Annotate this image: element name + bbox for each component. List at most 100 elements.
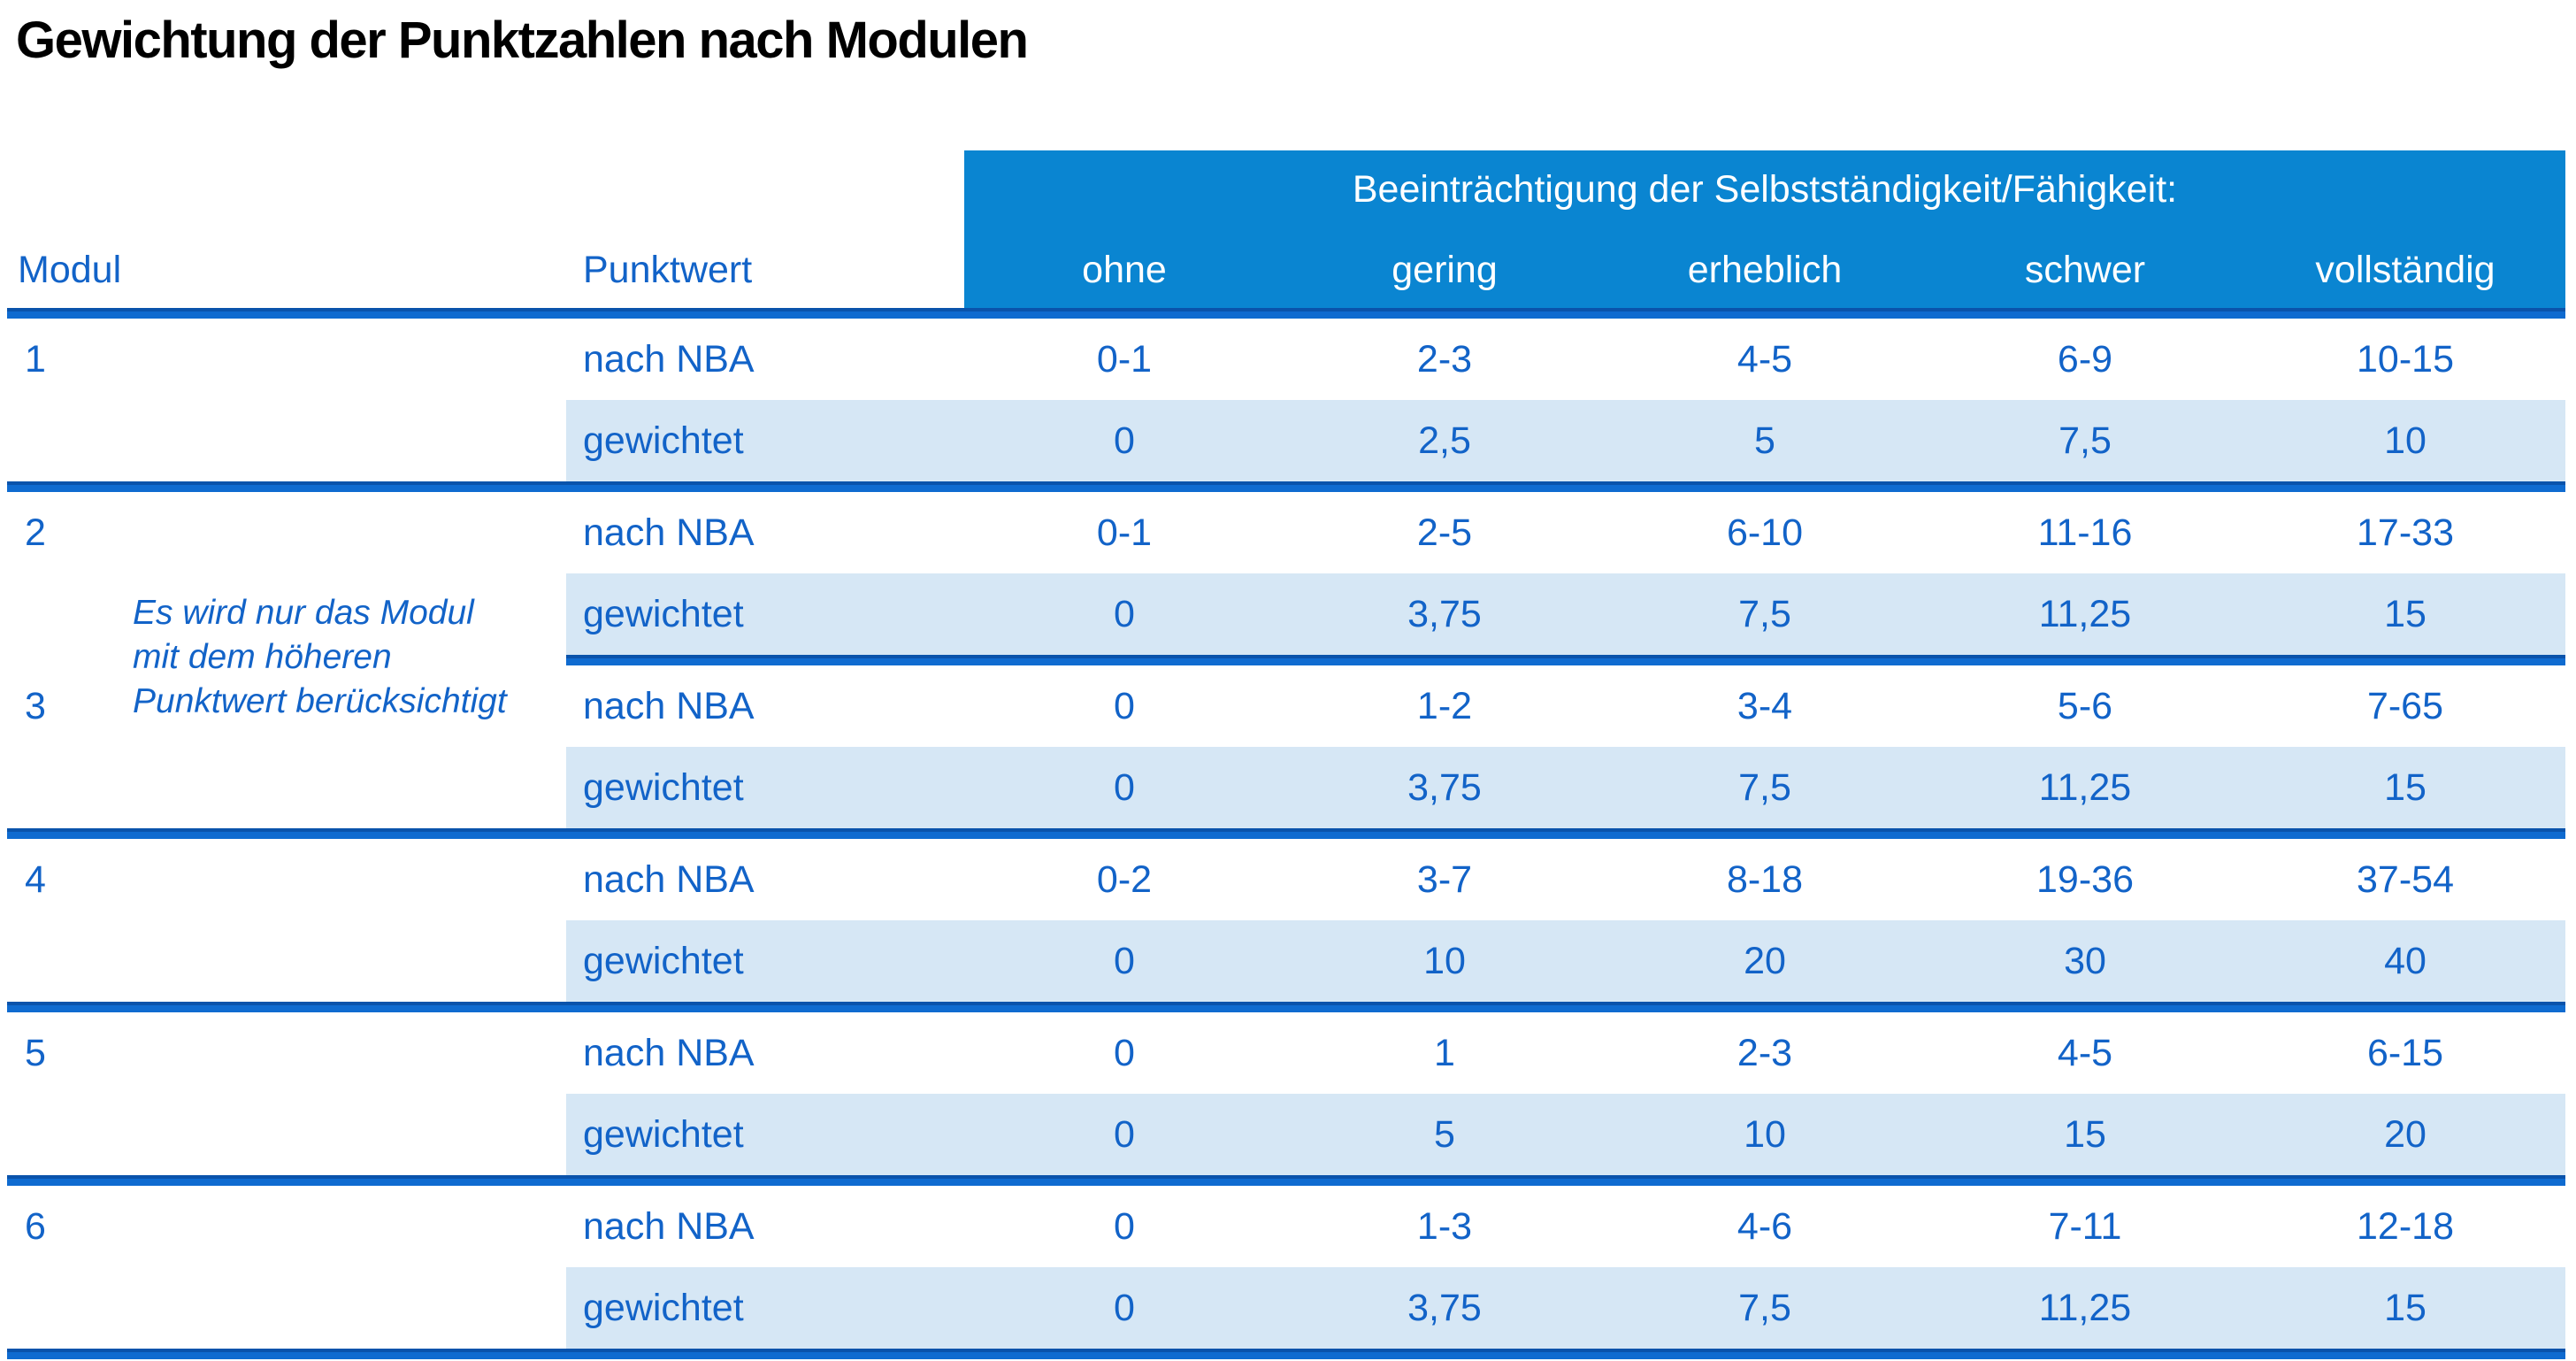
column-header-modul: Modul	[18, 249, 122, 291]
value-cell: 3,75	[1284, 1267, 1605, 1349]
table-row-m4-nba: 4 nach NBA 0-2 3-7 8-18 19-36 37-54	[7, 839, 2565, 920]
value-cell: 0-1	[1096, 511, 1153, 554]
value-cell: 10	[1284, 920, 1605, 1002]
value-cell: 15	[2245, 573, 2565, 655]
value-cell: 11,25	[1925, 573, 2245, 655]
column-header-schwer: schwer	[1925, 228, 2245, 308]
module-id: 4	[25, 857, 46, 901]
partial-separator-rule	[566, 655, 2565, 665]
module-id: 1	[25, 337, 46, 381]
value-cell: 5	[1605, 400, 1925, 481]
note-line: mit dem höheren	[133, 638, 392, 676]
module-id-empty	[7, 1267, 566, 1349]
row-label-nba: nach NBA	[583, 684, 755, 727]
value-cell: 0	[964, 920, 1284, 1002]
row-label-weighted: gewichtet	[566, 920, 964, 1002]
column-header-ohne: ohne	[964, 228, 1284, 308]
value-cell: 5	[1284, 1094, 1605, 1175]
group-separator-rule	[7, 828, 2565, 839]
value-cell: 15	[2245, 1267, 2565, 1349]
column-header-gering: gering	[1284, 228, 1605, 308]
value-cell: 6-10	[1726, 511, 1804, 554]
value-cell: 3,75	[1284, 573, 1605, 655]
module-id: 5	[25, 1031, 46, 1074]
value-cell: 11,25	[1925, 747, 2245, 828]
value-cell: 10	[2245, 400, 2565, 481]
value-cell: 11,25	[1925, 1267, 2245, 1349]
row-label-nba: nach NBA	[583, 511, 755, 554]
group-separator-rule	[7, 1175, 2565, 1186]
group-separator-rule	[7, 1002, 2565, 1012]
module-id: 6	[25, 1204, 46, 1248]
row-label-nba: nach NBA	[583, 1031, 755, 1074]
table-header: Beeinträchtigung der Selbstständigkeit/F…	[7, 150, 2565, 308]
row-label-weighted: gewichtet	[566, 400, 964, 481]
value-cell: 0	[964, 400, 1284, 481]
row-label-nba: nach NBA	[583, 337, 755, 381]
module-group-2-3: 2 nach NBA 0-1 2-5 6-10 11-16 17-33 gewi…	[7, 492, 2565, 828]
value-cell: 20	[1605, 920, 1925, 1002]
table-row-m3-weighted: gewichtet 0 3,75 7,5 11,25 15	[7, 747, 2565, 828]
row-label-weighted: gewichtet	[566, 573, 964, 655]
module-id: 2	[25, 511, 46, 554]
module-2-3-note: Es wird nur das Modul mit dem höheren Pu…	[133, 591, 507, 724]
value-cell: 20	[2245, 1094, 2565, 1175]
value-cell: 0-2	[1096, 857, 1153, 901]
value-cell: 30	[1925, 920, 2245, 1002]
value-cell: 0	[964, 1094, 1284, 1175]
row-label-weighted: gewichtet	[566, 1094, 964, 1175]
value-cell: 5-6	[2057, 684, 2113, 727]
value-cell: 0-1	[1096, 337, 1153, 381]
value-cell: 0	[1114, 1031, 1135, 1074]
value-cell: 0	[964, 747, 1284, 828]
module-group-6: 6 nach NBA 0 1-3 4-6 7-11 12-18 gewichte…	[7, 1186, 2565, 1349]
table-row-m3-nba: 3 nach NBA 0 1-2 3-4 5-6 7-65	[7, 665, 2565, 747]
value-cell: 7-11	[2048, 1204, 2122, 1248]
module-group-5: 5 nach NBA 0 1 2-3 4-5 6-15 gewichtet 0 …	[7, 1012, 2565, 1175]
row-label-weighted: gewichtet	[566, 747, 964, 828]
table-row-m4-weighted: gewichtet 0 10 20 30 40	[7, 920, 2565, 1002]
row-label-nba: nach NBA	[583, 1204, 755, 1248]
table-row-m1-weighted: gewichtet 0 2,5 5 7,5 10	[7, 400, 2565, 481]
value-cell: 6-9	[2057, 337, 2113, 381]
value-cell: 2-3	[1416, 337, 1473, 381]
value-cell: 7,5	[1605, 573, 1925, 655]
value-cell: 0	[964, 573, 1284, 655]
table-row-m6-nba: 6 nach NBA 0 1-3 4-6 7-11 12-18	[7, 1186, 2565, 1267]
value-cell: 7,5	[1925, 400, 2245, 481]
value-cell: 8-18	[1726, 857, 1804, 901]
table-row-m2-weighted: gewichtet 0 3,75 7,5 11,25 15	[7, 573, 2565, 655]
value-cell: 4-5	[1736, 337, 1793, 381]
column-header-erheblich: erheblich	[1605, 228, 1925, 308]
value-cell: 10-15	[2357, 337, 2454, 381]
value-cell: 1-2	[1416, 684, 1473, 727]
value-cell: 2-3	[1736, 1031, 1793, 1074]
table-row-m1-nba: 1 nach NBA 0-1 2-3 4-5 6-9 10-15	[7, 319, 2565, 400]
value-cell: 4-6	[1736, 1204, 1793, 1248]
value-cell: 17-33	[2357, 511, 2454, 554]
value-cell: 6-15	[2366, 1031, 2444, 1074]
note-line: Punktwert berücksichtigt	[133, 682, 507, 720]
value-cell: 7-65	[2366, 684, 2444, 727]
value-cell: 37-54	[2357, 857, 2454, 901]
module-group-4: 4 nach NBA 0-2 3-7 8-18 19-36 37-54 gewi…	[7, 839, 2565, 1002]
value-cell: 15	[1925, 1094, 2245, 1175]
column-header-vollstaendig: vollständig	[2245, 228, 2565, 308]
weighting-table: Beeinträchtigung der Selbstständigkeit/F…	[7, 150, 2565, 1359]
table-row-m2-nba: 2 nach NBA 0-1 2-5 6-10 11-16 17-33	[7, 492, 2565, 573]
row-label-weighted: gewichtet	[566, 1267, 964, 1349]
value-cell: 2-5	[1416, 511, 1473, 554]
module-id: 3	[25, 684, 46, 727]
value-cell: 15	[2245, 747, 2565, 828]
value-cell: 12-18	[2357, 1204, 2454, 1248]
value-cell: 3-7	[1416, 857, 1473, 901]
column-header-punktwert: Punktwert	[583, 249, 753, 291]
value-cell: 1	[1434, 1031, 1455, 1074]
module-id-empty	[7, 920, 566, 1002]
table-row-m5-nba: 5 nach NBA 0 1 2-3 4-5 6-15	[7, 1012, 2565, 1094]
value-cell: 0	[1114, 1204, 1135, 1248]
banner-heading: Beeinträchtigung der Selbstständigkeit/F…	[964, 150, 2565, 228]
value-cell: 11-16	[2037, 511, 2133, 554]
value-cell: 7,5	[1605, 747, 1925, 828]
